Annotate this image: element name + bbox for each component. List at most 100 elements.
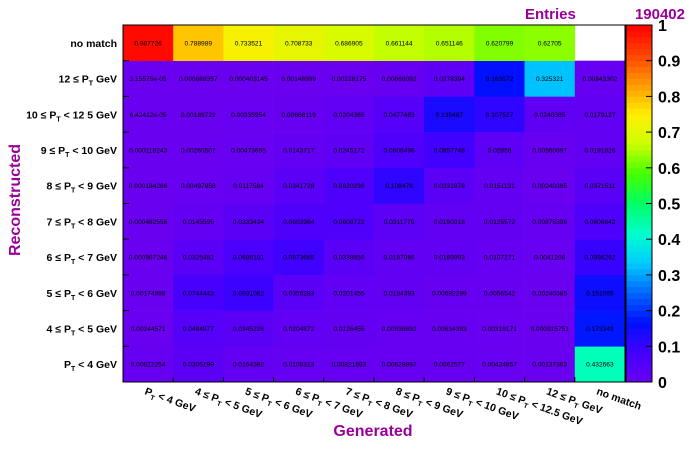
colorbar-band — [626, 102, 652, 109]
heatmap-cell — [374, 239, 425, 276]
heatmap-cell — [474, 203, 525, 240]
heatmap-cell — [574, 310, 626, 347]
cell-value-label: 3.15575e-05 — [130, 76, 167, 83]
cell-value-label: 0.0179127 — [584, 112, 616, 119]
heatmap-cells — [123, 25, 626, 383]
heatmap-cell — [273, 167, 325, 204]
cell-value-label: 0.000688357 — [179, 76, 218, 83]
heatmap-cell — [273, 274, 325, 311]
cell-value-label: 0.00335954 — [231, 112, 266, 119]
cell-value-label: 0.0620236 — [333, 183, 365, 190]
stats-entries-label: Entries — [525, 6, 576, 23]
cell-value-label: 0.0608496 — [384, 147, 416, 154]
colorbar-tick-label: 0.9 — [658, 54, 680, 71]
colorbar-tick-label: 0.8 — [658, 89, 680, 106]
cell-value-label: 0.000184286 — [129, 183, 168, 190]
colorbar-tick-label: 0.1 — [658, 339, 680, 356]
cell-value-label: 0.00244571 — [131, 326, 166, 333]
colorbar-band — [626, 346, 652, 353]
cell-value-label: 0.0603964 — [283, 219, 315, 226]
cell-value-label: 0.0143717 — [283, 147, 315, 154]
colorbar: 0 0.1 0.2 0.3 0.4 0.5 0.6 0.7 0.8 0.9 1 — [625, 18, 680, 392]
heatmap-cell — [173, 60, 224, 97]
cell-value-label: 0.686905 — [335, 40, 363, 47]
heatmap-cell — [273, 96, 325, 133]
y-axis-tick-labels: PT < 4 GeV 4 ≤ PT < 5 GeV 5 ≤ PT < 6 GeV 6 … — [26, 38, 117, 373]
cell-value-label: 0.0873665 — [283, 255, 315, 262]
cell-value-label: 0.620799 — [486, 40, 514, 47]
colorbar-band — [626, 280, 652, 288]
heatmap-cell — [424, 239, 475, 276]
cell-value-label: 0.00843302 — [582, 76, 617, 83]
heatmap-cell — [173, 132, 224, 169]
heatmap-cell — [574, 96, 626, 133]
heatmap-cell — [474, 132, 525, 169]
heatmap-cell — [223, 239, 274, 276]
cell-value-label: 0.62705 — [538, 40, 562, 47]
cell-value-label: 0.00137363 — [532, 362, 567, 369]
colorbar-band — [626, 245, 652, 252]
colorbar-band — [626, 36, 652, 44]
cell-value-label: 0.109478 — [385, 183, 413, 190]
heatmap-cell — [424, 310, 475, 347]
colorbar-band — [626, 298, 652, 306]
colorbar-band — [626, 268, 652, 276]
cell-value-label: 0.0744443 — [183, 290, 215, 297]
heatmap-cell — [123, 310, 174, 347]
y-tick-label: 10 ≤ PT < 12 5 GeV — [26, 109, 117, 123]
cell-value-label: 0.00240385 — [532, 290, 567, 297]
colorbar-tick-label: 0 — [658, 375, 667, 392]
stats-entries-value: 190402 — [635, 6, 685, 23]
colorbar-band — [626, 251, 652, 258]
colorbar-band — [626, 114, 652, 121]
colorbar-band — [626, 215, 652, 222]
heatmap-cell — [173, 96, 224, 133]
heatmap-cell — [524, 203, 576, 240]
colorbar-band — [626, 173, 652, 181]
heatmap-cell — [273, 239, 325, 276]
colorbar-band — [626, 144, 652, 151]
heatmap-cell — [474, 167, 525, 204]
heatmap-cell — [273, 203, 325, 240]
cell-value-label: 0.0108313 — [283, 362, 315, 369]
y-tick-label: 9 ≤ PT < 10 GeV — [41, 145, 117, 159]
heatmap-cell — [474, 239, 525, 276]
x-axis-title: Generated — [333, 423, 412, 440]
heatmap-cell — [524, 310, 576, 347]
cell-value-label: 0.0686101 — [233, 255, 265, 262]
colorbar-band — [626, 155, 652, 163]
colorbar-band — [626, 334, 652, 341]
cell-value-label: 0.0240385 — [534, 112, 566, 119]
heatmap-cell — [273, 346, 325, 383]
heatmap-cell — [424, 346, 475, 383]
heatmap-cell — [474, 96, 525, 133]
cell-value-label: 0.000987246 — [129, 255, 168, 262]
heatmap-cell — [123, 60, 174, 97]
cell-value-label: 0.0191826 — [584, 147, 616, 154]
colorbar-band — [626, 358, 652, 365]
cell-value-label: 0.00497858 — [181, 183, 216, 190]
cell-value-label: 0.0107271 — [484, 255, 516, 262]
cell-value-label: 0.0311776 — [384, 219, 415, 226]
colorbar-band — [626, 191, 652, 198]
colorbar-band — [626, 310, 652, 317]
heatmap-cell — [574, 346, 626, 383]
cell-value-label: 0.000915751 — [530, 326, 569, 333]
heatmap-cell — [474, 310, 525, 347]
cell-value-label: 0.708733 — [285, 40, 313, 47]
heatmap-cell — [374, 203, 425, 240]
cell-value-label: 0.0201455 — [333, 290, 365, 297]
colorbar-band — [626, 227, 652, 234]
cell-value-label: 0.000403145 — [229, 76, 268, 83]
cell-value-label: 0.151095 — [586, 290, 614, 297]
heatmap-cell — [424, 167, 475, 204]
cell-value-label: 0.00424857 — [482, 362, 517, 369]
heatmap-cell — [474, 60, 525, 97]
heatmap-cell — [323, 167, 375, 204]
cell-value-label: 0.02858 — [488, 147, 512, 154]
cell-value-label: 0.0371511 — [585, 183, 616, 190]
colorbar-tick-label: 0.6 — [658, 161, 680, 178]
cell-value-label: 0.0204872 — [283, 326, 315, 333]
cell-value-label: 0.0996292 — [584, 255, 616, 262]
